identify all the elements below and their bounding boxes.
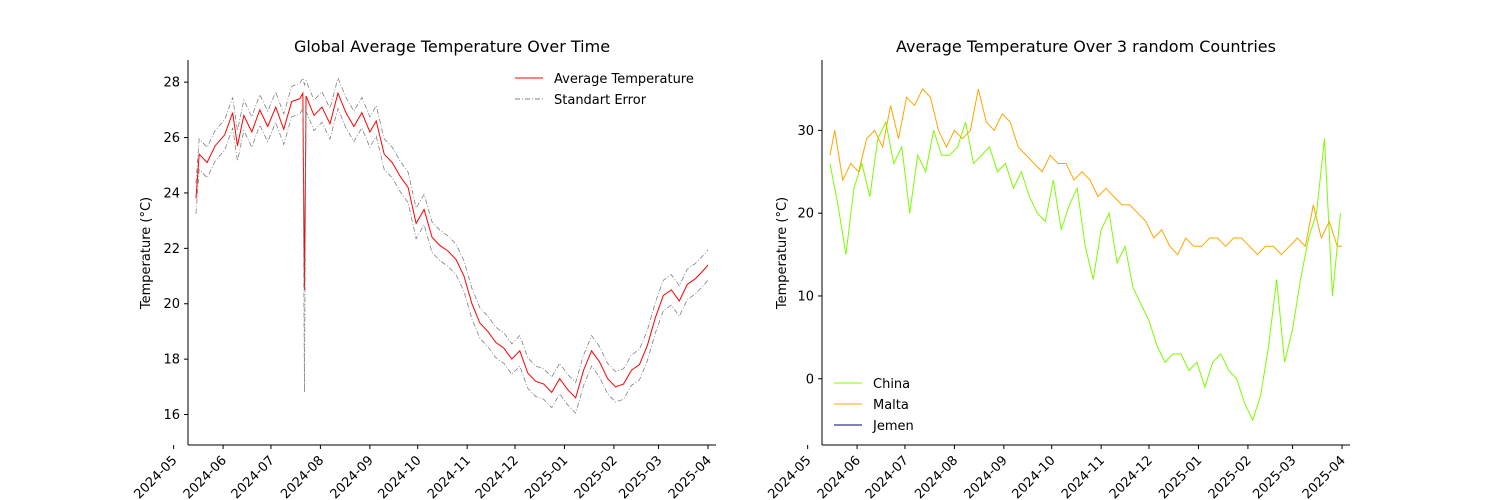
y-tick-label: 26 (163, 131, 180, 146)
plot-area (829, 88, 1343, 422)
legend: China Malta Jemen (834, 377, 914, 434)
y-axis-label: Temperature (°C) (775, 197, 790, 310)
plot-area (195, 76, 709, 414)
chart-title: Global Average Temperature Over Time (294, 37, 610, 56)
y-tick-label: 20 (797, 207, 814, 222)
series-line-china (829, 120, 1341, 422)
y-tick-label: 22 (163, 242, 180, 257)
y-tick-label: 28 (163, 76, 180, 91)
series-line-standard-error (195, 106, 709, 414)
legend-label: Malta (873, 398, 909, 413)
y-tick-label: 30 (797, 124, 814, 139)
y-axis-label: Temperature (°C) (139, 197, 154, 310)
series-line-average-temperature (195, 91, 709, 399)
legend: Average Temperature Standart Error (515, 72, 694, 108)
y-ticks: 16 18 20 22 24 26 28 (163, 76, 188, 423)
y-tick-label: 0 (806, 372, 814, 387)
y-tick-label: 10 (797, 289, 814, 304)
y-tick-label: 24 (163, 186, 180, 201)
y-ticks: 0 10 20 30 (797, 124, 822, 387)
y-tick-label: 18 (163, 353, 180, 368)
series-line-malta (829, 88, 1343, 256)
legend-label: Average Temperature (554, 72, 694, 87)
legend-label: China (873, 377, 910, 392)
legend-label: Jemen (872, 419, 914, 434)
chart-title: Average Temperature Over 3 random Countr… (896, 37, 1276, 56)
y-tick-label: 16 (163, 408, 180, 423)
legend-label: Standart Error (554, 93, 647, 108)
y-tick-label: 20 (163, 297, 180, 312)
